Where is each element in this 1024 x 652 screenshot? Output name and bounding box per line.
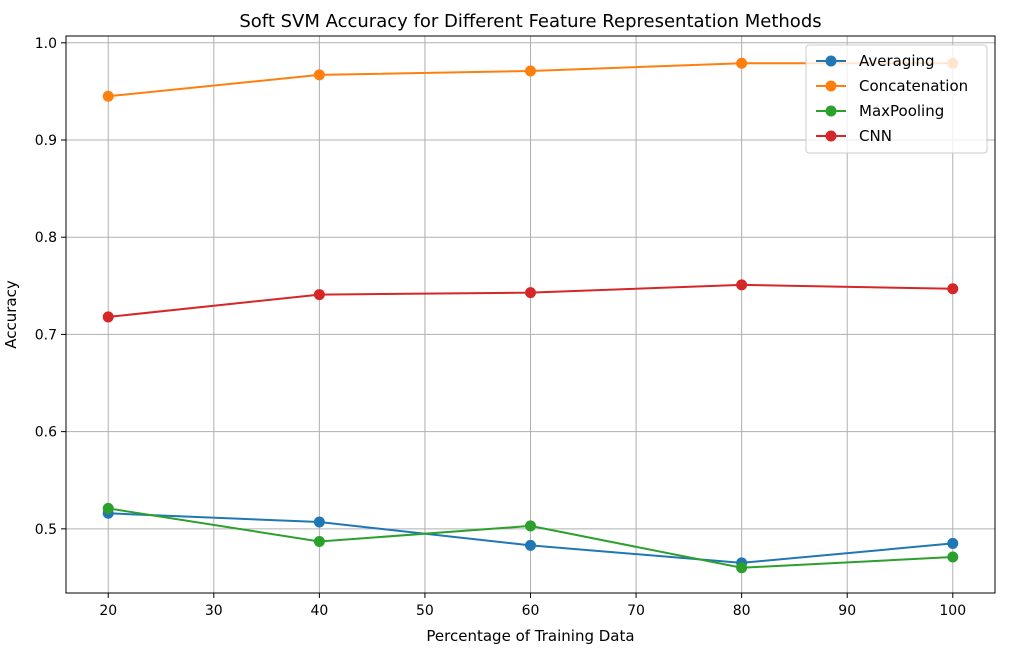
legend-label-maxpooling: MaxPooling [859, 102, 944, 120]
legend-marker-maxpooling [825, 105, 837, 117]
legend-label-cnn: CNN [859, 127, 892, 145]
data-point-cnn [736, 279, 748, 291]
data-point-cnn [313, 289, 325, 301]
y-tick-label: 0.7 [35, 327, 57, 343]
data-point-averaging [947, 537, 959, 549]
data-point-cnn [947, 283, 959, 295]
x-tick-label: 80 [733, 603, 751, 619]
data-point-averaging [313, 516, 325, 528]
x-tick-label: 70 [627, 603, 645, 619]
legend-item-concatenation: Concatenation [816, 77, 968, 95]
legend-marker-cnn [825, 130, 837, 142]
data-point-concatenation [736, 57, 748, 69]
x-axis-label: Percentage of Training Data [426, 627, 634, 645]
legend-label-concatenation: Concatenation [859, 77, 968, 95]
y-tick-label: 0.9 [35, 133, 57, 149]
data-point-maxpooling [525, 520, 536, 532]
legend: Averaging Concatenation MaxPooling CNN [805, 44, 988, 154]
data-point-cnn [525, 287, 536, 299]
x-tick-label: 40 [310, 603, 328, 619]
data-point-maxpooling [313, 535, 325, 547]
data-point-maxpooling [102, 502, 114, 514]
series-cnn [102, 279, 959, 323]
x-tick-label: 50 [416, 603, 434, 619]
x-tick-label: 20 [99, 603, 117, 619]
y-tick-label: 1.0 [35, 36, 57, 52]
data-point-maxpooling [736, 562, 748, 574]
legend-box [805, 44, 988, 154]
y-tick-label: 0.5 [35, 522, 57, 538]
series-averaging [102, 507, 959, 569]
series-maxpooling [102, 502, 959, 574]
data-point-concatenation [525, 65, 536, 77]
y-axis-label: Accuracy [2, 280, 20, 349]
data-point-cnn [102, 311, 114, 323]
legend-item-maxpooling: MaxPooling [816, 102, 944, 120]
legend-marker-averaging [825, 55, 837, 67]
x-tick-label: 90 [838, 603, 856, 619]
chart-title: Soft SVM Accuracy for Different Feature … [239, 11, 821, 32]
data-point-averaging [525, 539, 536, 551]
data-point-concatenation [313, 69, 325, 81]
legend-label-averaging: Averaging [859, 52, 935, 70]
legend-marker-concatenation [825, 80, 837, 92]
data-point-maxpooling [947, 551, 959, 563]
y-tick-label: 0.8 [35, 230, 57, 246]
legend-item-cnn: CNN [816, 127, 892, 145]
x-tick-label: 30 [205, 603, 223, 619]
data-point-concatenation [102, 90, 114, 102]
x-tick-label: 100 [939, 603, 966, 619]
legend-item-averaging: Averaging [816, 52, 935, 70]
axis-ticks: 20 30 40 50 60 70 80 90 100 0.5 0.6 0.7 0.8 0.9 1.0 [35, 36, 966, 619]
y-tick-label: 0.6 [35, 425, 57, 441]
x-tick-label: 60 [522, 603, 540, 619]
